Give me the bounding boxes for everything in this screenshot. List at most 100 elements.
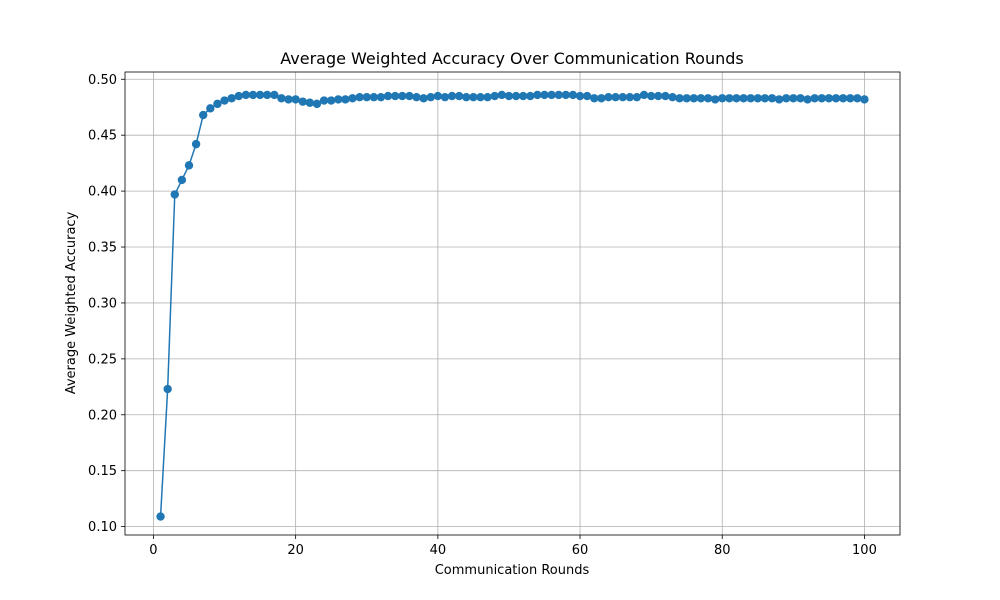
data-point: [796, 94, 805, 103]
data-point: [540, 90, 549, 100]
data-point: [163, 384, 172, 394]
data-point: [326, 96, 336, 105]
data-point: [547, 90, 556, 100]
data-point: [270, 90, 279, 100]
data-point: [668, 92, 677, 102]
data-point: [305, 98, 315, 107]
y-tick-label: 0.45: [88, 129, 117, 144]
data-point: [156, 512, 165, 521]
data-point: [774, 95, 784, 104]
data-point: [597, 94, 606, 103]
data-point: [170, 190, 179, 199]
data-point: [746, 94, 755, 103]
data-point: [518, 91, 528, 101]
data-point: [476, 92, 485, 102]
y-tick-label: 0.10: [88, 520, 117, 535]
data-point: [703, 94, 713, 103]
data-point: [831, 94, 841, 103]
data-point: [412, 92, 421, 102]
data-point: [824, 94, 834, 103]
data-point: [661, 91, 670, 101]
data-point: [625, 92, 635, 102]
data-point: [739, 94, 748, 103]
data-point: [390, 91, 400, 101]
data-point: [362, 92, 371, 102]
data-point: [760, 94, 770, 103]
data-point: [241, 90, 251, 100]
data-point: [469, 92, 478, 102]
data-point: [511, 91, 521, 101]
data-point: [312, 99, 322, 109]
x-tick-label: 100: [852, 543, 877, 558]
data-point: [561, 90, 571, 100]
data-point: [334, 95, 343, 104]
data-point: [568, 90, 578, 100]
data-point: [526, 91, 535, 101]
grid: [125, 72, 900, 535]
data-point: [227, 94, 236, 103]
data-point: [846, 94, 855, 103]
data-point: [454, 91, 464, 101]
data-point: [398, 91, 407, 101]
data-point: [689, 94, 699, 103]
data-point: [184, 161, 194, 170]
data-point: [725, 94, 734, 103]
data-point: [575, 91, 585, 101]
x-tick-label: 0: [149, 543, 157, 558]
x-tick-label: 60: [572, 543, 589, 558]
data-point: [348, 94, 357, 103]
data-point: [255, 90, 265, 100]
y-tick-label: 0.35: [88, 241, 117, 256]
data-point: [533, 90, 542, 100]
data-point: [504, 91, 514, 101]
data-point: [654, 91, 663, 101]
data-point: [803, 95, 812, 104]
x-axis-label: Communication Rounds: [435, 563, 590, 578]
chart-title: Average Weighted Accuracy Over Communica…: [280, 49, 743, 68]
data-point: [291, 95, 300, 104]
data-point: [220, 96, 229, 105]
data-point: [675, 94, 684, 103]
data-point: [860, 95, 869, 104]
data-point: [319, 96, 329, 105]
data-point: [696, 94, 706, 103]
data-point: [447, 91, 457, 101]
data-point: [639, 90, 649, 100]
x-tick-label: 80: [714, 543, 731, 558]
data-point: [590, 94, 599, 103]
data-point: [838, 94, 848, 103]
data-point: [383, 91, 393, 101]
data-point: [419, 94, 428, 103]
data-point: [732, 94, 741, 103]
data-point: [767, 94, 777, 103]
data-point: [277, 94, 286, 103]
data-point: [718, 94, 727, 103]
data-point: [810, 94, 819, 103]
data-point: [483, 92, 492, 102]
data-point: [199, 110, 208, 120]
data-point: [632, 92, 642, 102]
data-point: [234, 91, 243, 101]
data-point: [497, 90, 507, 100]
data-point: [554, 90, 563, 100]
data-point: [341, 95, 350, 104]
data-point: [618, 92, 627, 102]
data-point: [789, 94, 798, 103]
data-point: [284, 95, 293, 104]
data-point: [405, 91, 414, 101]
data-point: [853, 94, 862, 103]
y-tick-label: 0.25: [88, 352, 117, 367]
x-tick-label: 20: [287, 543, 304, 558]
data-point: [426, 92, 435, 102]
data-point: [604, 92, 613, 102]
y-tick-label: 0.50: [88, 73, 117, 88]
data-point: [248, 90, 258, 100]
data-point: [206, 104, 215, 113]
data-point: [369, 92, 379, 102]
y-axis: 0.10 0.15 0.20 0.25 0.30 0.35 0.40 0.45 0.50: [88, 73, 125, 535]
data-point: [376, 92, 386, 102]
y-tick-label: 0.20: [88, 408, 117, 423]
data-point: [646, 91, 656, 101]
